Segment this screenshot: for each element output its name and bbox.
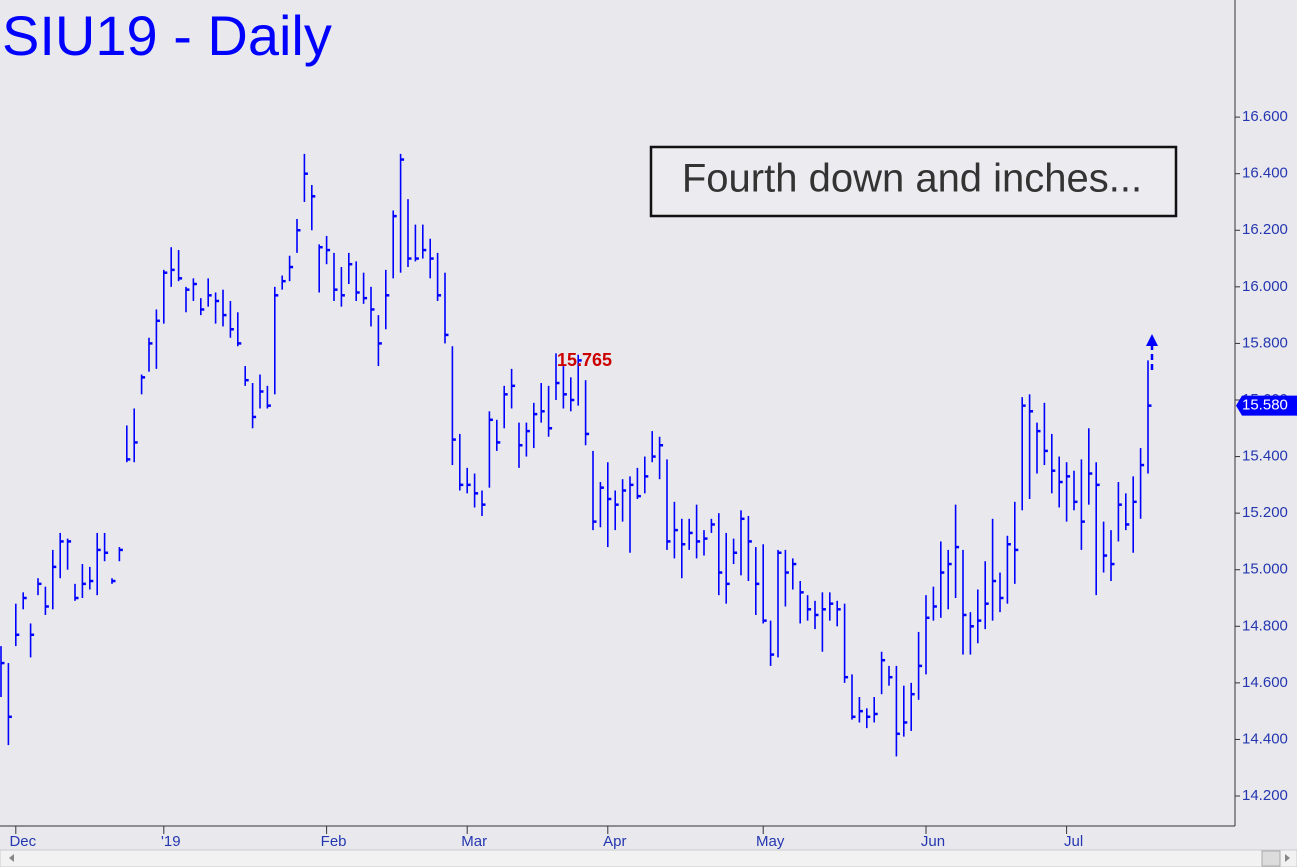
y-tick-label: 15.400 xyxy=(1242,448,1288,465)
y-tick-label: 16.200 xyxy=(1242,221,1288,238)
scrollbar[interactable] xyxy=(0,849,1297,867)
y-tick-label: 16.400 xyxy=(1242,165,1288,182)
chart-title: SIU19 - Daily xyxy=(2,4,332,67)
callout-box xyxy=(649,145,1178,218)
scroll-right[interactable] xyxy=(1285,854,1290,862)
arrow-head xyxy=(1146,334,1158,346)
x-tick-label: Mar xyxy=(461,833,487,850)
y-tick-label: 16.000 xyxy=(1242,278,1288,295)
target-arrow xyxy=(1146,334,1158,370)
x-tick-label: '19 xyxy=(161,833,181,850)
last-price-label: 15.580 xyxy=(1242,397,1288,414)
y-tick-label: 14.200 xyxy=(1242,787,1288,804)
x-tick-label: Apr xyxy=(603,833,626,850)
y-tick-label: 15.800 xyxy=(1242,334,1288,351)
annotation: 15.765 xyxy=(557,350,612,370)
y-tick-label: 16.600 xyxy=(1242,108,1288,125)
scroll-track[interactable] xyxy=(0,849,1297,867)
y-tick-label: 14.600 xyxy=(1242,674,1288,691)
x-tick-label: Dec xyxy=(9,833,36,850)
y-tick-label: 14.400 xyxy=(1242,730,1288,747)
last-price-box xyxy=(1236,395,1297,416)
x-tick-label: Jul xyxy=(1064,833,1083,850)
scroll-thumb[interactable] xyxy=(1261,850,1281,867)
y-tick-label: 15.200 xyxy=(1242,504,1288,521)
scroll-left[interactable] xyxy=(9,854,14,862)
y-tick-label: 15.000 xyxy=(1242,561,1288,578)
x-tick-label: Feb xyxy=(321,833,347,850)
x-tick-label: Jun xyxy=(921,833,945,850)
x-tick-label: May xyxy=(756,833,785,850)
y-tick-label: 14.800 xyxy=(1242,617,1288,634)
callout-text: Fourth down and inches... xyxy=(682,157,1142,201)
